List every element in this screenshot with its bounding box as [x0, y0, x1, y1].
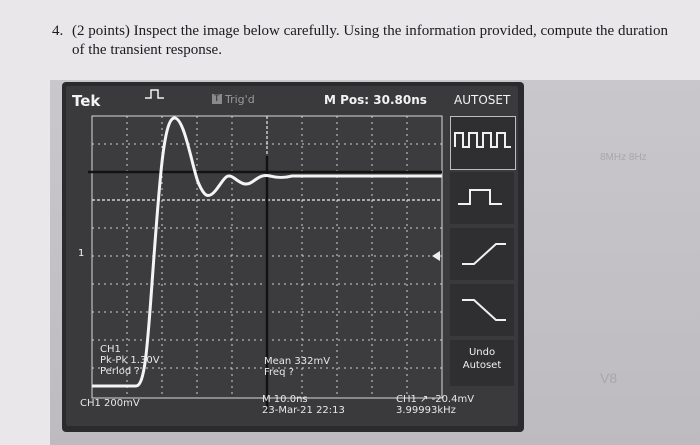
- channel-marker: 1: [78, 248, 85, 259]
- background-faint-text: 8MHz 8Hz: [600, 152, 647, 163]
- background-faint-text-2: V8: [600, 370, 618, 386]
- question-number: 4.: [52, 23, 64, 39]
- ch1-label: CH1: [100, 344, 121, 355]
- ch1-mean-measurements: Mean 332mV Freq ?: [264, 356, 330, 378]
- undo-label: Undo: [468, 347, 496, 358]
- autoset-single-cycle-button[interactable]: [450, 172, 514, 224]
- period-readout: Period ?: [100, 366, 140, 377]
- ch1-scale-readout: CH1 200mV: [80, 398, 140, 409]
- autoset-multi-cycle-button[interactable]: [450, 116, 516, 170]
- autoset-label: Autoset: [462, 360, 502, 371]
- freq-readout: Freq ?: [264, 367, 294, 378]
- date-readout: 23-Mar-21 22:13: [262, 405, 345, 416]
- waveform-display: [88, 89, 443, 411]
- autoset-rising-edge-button[interactable]: [450, 228, 514, 280]
- trigger-level-readout: CH1 ↗ -20.4mV: [396, 394, 475, 405]
- oscilloscope-screen: Tek T Trig'd M Pos: 30.80ns AUTOSET 1 Un…: [66, 86, 518, 426]
- question-text: (2 points) Inspect the image below caref…: [72, 23, 668, 58]
- trigger-badge: T: [212, 94, 222, 104]
- trigger-info: CH1 ↗ -20.4mV 3.99993kHz: [396, 394, 474, 416]
- undo-autoset-button[interactable]: Undo Autoset: [450, 340, 514, 386]
- m-pos-readout: M Pos: 30.80ns: [324, 93, 427, 107]
- trigger-status: Trig'd: [225, 93, 255, 106]
- autoset-falling-edge-button[interactable]: [450, 284, 514, 336]
- ch1-measurements: CH1 Pk-Pk 1.30V Period ?: [100, 344, 160, 377]
- timebase-readout: M 10.0ns: [262, 394, 308, 405]
- timebase-info: M 10.0ns 23-Mar-21 22:13: [262, 394, 345, 416]
- autoset-title: AUTOSET: [454, 93, 511, 107]
- mean-readout: Mean 332mV: [264, 356, 331, 367]
- trigger-freq-readout: 3.99993kHz: [396, 405, 456, 416]
- pk-pk-readout: Pk-Pk 1.30V: [100, 355, 160, 366]
- brand-label: Tek: [72, 92, 101, 110]
- waveform-trace: [92, 116, 442, 388]
- question: 4. (2 points) Inspect the image below ca…: [52, 22, 682, 60]
